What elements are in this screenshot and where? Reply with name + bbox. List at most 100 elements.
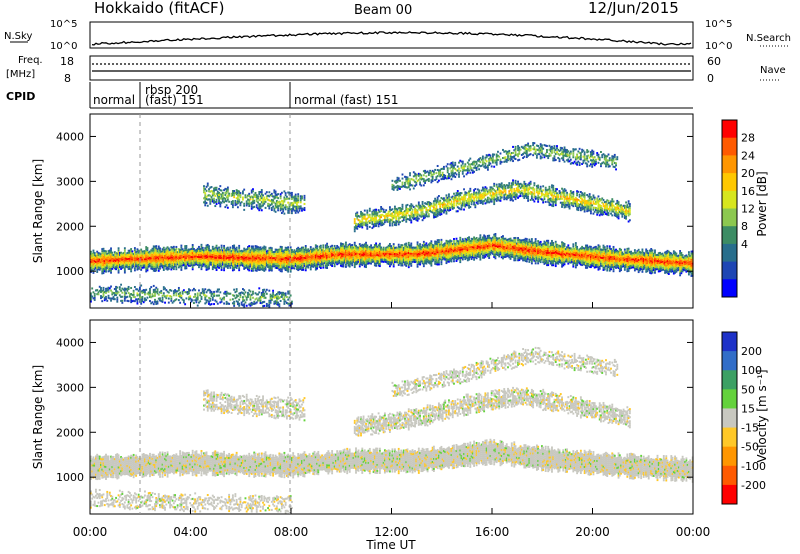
power-cell	[165, 267, 168, 270]
power-cell	[128, 263, 131, 266]
power-cell	[140, 256, 143, 259]
power-cell	[101, 262, 104, 265]
power-cell	[175, 266, 178, 269]
power-cell	[190, 260, 193, 263]
power-cell	[121, 258, 124, 261]
power-cell	[166, 260, 169, 263]
power-cell	[132, 263, 135, 266]
power-cell	[165, 253, 168, 256]
power-cell	[196, 261, 199, 264]
power-cell	[164, 265, 166, 268]
power-cell	[468, 236, 470, 239]
power-cell	[157, 245, 160, 248]
power-cell	[122, 252, 125, 255]
power-cell	[111, 263, 114, 266]
power-cell	[176, 253, 179, 256]
power-cell	[552, 262, 555, 265]
power-cell	[146, 263, 149, 266]
power-cell	[151, 259, 154, 262]
power-cell	[142, 264, 145, 267]
power-cell	[280, 246, 283, 249]
power-cell	[180, 268, 183, 271]
power-cell	[180, 256, 183, 259]
power-cell	[101, 256, 104, 259]
power-cell	[118, 264, 121, 267]
power-cell	[156, 260, 159, 263]
power-cell	[147, 263, 150, 266]
power-cell	[378, 263, 381, 266]
power-cell	[142, 266, 145, 269]
power-cell	[142, 262, 145, 265]
power-cell	[195, 249, 198, 252]
power-cell	[179, 261, 182, 264]
power-cell	[110, 269, 112, 272]
power-cell	[112, 258, 115, 261]
power-cell	[101, 250, 104, 253]
power-cell	[106, 258, 109, 261]
power-cell	[128, 251, 131, 254]
power-cell	[156, 254, 159, 257]
power-cell	[637, 248, 640, 251]
power-cell	[392, 263, 395, 266]
power-cell	[122, 266, 125, 269]
power-cell	[375, 242, 378, 245]
power-cell	[162, 246, 165, 249]
power-cell	[199, 248, 202, 251]
power-cell	[108, 253, 111, 256]
power-cell	[179, 257, 182, 260]
power-cell	[160, 262, 163, 265]
power-cell	[127, 265, 130, 268]
power-cell	[120, 267, 123, 270]
power-cell	[91, 255, 94, 258]
power-cell	[131, 256, 134, 259]
power-cell	[122, 262, 125, 265]
nave-tick-bottom: 0	[707, 72, 714, 85]
power-cell	[170, 264, 173, 267]
power-cell	[172, 255, 175, 258]
power-cell	[167, 253, 170, 256]
power-cell	[534, 238, 537, 241]
power-cell	[111, 259, 114, 262]
power-cell	[106, 254, 109, 257]
power-cell	[101, 258, 104, 261]
power-cell	[189, 256, 192, 259]
power-cell	[130, 266, 133, 269]
power-cell	[238, 246, 241, 249]
power-cell	[102, 261, 105, 264]
power-cell	[459, 236, 462, 239]
power-cell	[140, 254, 143, 257]
power-cell	[185, 255, 188, 258]
power-cell	[238, 244, 241, 247]
power-cell	[152, 267, 155, 270]
power-cell	[122, 258, 125, 261]
power-cell	[184, 245, 187, 248]
power-cell	[147, 255, 150, 258]
power-cell	[484, 255, 487, 258]
power-cell	[110, 261, 112, 264]
power-cell	[586, 244, 589, 247]
power-cell	[106, 260, 109, 264]
power-cell	[105, 270, 107, 273]
power-cell	[189, 250, 192, 253]
power-cell	[128, 255, 131, 258]
power-cell	[111, 257, 114, 260]
power-cell	[93, 266, 96, 269]
power-cell	[117, 257, 120, 260]
power-cell	[405, 242, 408, 245]
power-cell	[140, 250, 143, 253]
power-cell	[150, 261, 153, 264]
power-cell	[131, 260, 134, 263]
power-cell	[534, 262, 537, 265]
power-cell	[348, 265, 351, 268]
power-cell	[159, 253, 161, 256]
power-cell	[539, 261, 542, 264]
power-cell	[137, 259, 140, 262]
power-cell	[194, 251, 197, 254]
power-cell	[322, 266, 325, 269]
power-cell	[509, 237, 512, 240]
power-cell	[215, 244, 218, 247]
power-cell	[184, 257, 187, 260]
power-cell	[112, 264, 115, 267]
power-cell	[353, 220, 356, 223]
power-cell	[189, 254, 192, 257]
